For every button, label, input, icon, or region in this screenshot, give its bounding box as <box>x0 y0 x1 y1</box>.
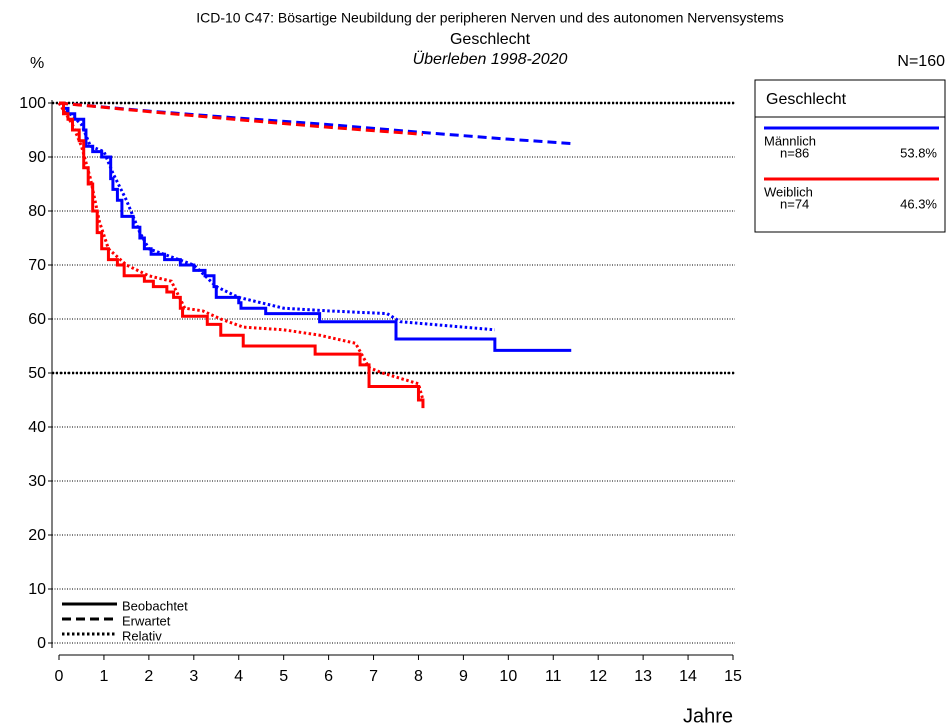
y-tick-label: 20 <box>28 527 46 544</box>
chart-subtitle: Überleben 1998-2020 <box>413 50 568 68</box>
x-tick-label: 12 <box>589 668 607 685</box>
y-tick-label: 70 <box>28 257 46 274</box>
x-axis-label: Jahre <box>683 705 733 727</box>
y-tick-label: 90 <box>28 149 46 166</box>
legend-share: 53.8% <box>900 145 937 160</box>
survival-line <box>58 101 424 136</box>
y-tick-label: 0 <box>37 635 46 652</box>
y-tick-label: 50 <box>28 365 46 382</box>
legend-label: Weiblich <box>764 184 813 199</box>
x-tick-label: 11 <box>545 668 562 685</box>
x-tick-label: 14 <box>679 668 697 685</box>
x-tick-label: 2 <box>144 668 153 685</box>
x-tick-label: 6 <box>324 668 333 685</box>
y-tick-label: 80 <box>28 203 46 220</box>
chart-title: ICD-10 C47: Bösartige Neubildung der per… <box>196 10 784 26</box>
y-tick-label: 40 <box>28 419 46 436</box>
y-tick-label: 60 <box>28 311 46 328</box>
survival-line <box>57 102 425 401</box>
x-tick-label: 10 <box>499 668 517 685</box>
legend-box <box>754 79 946 233</box>
y-tick-label: 100 <box>19 95 46 112</box>
chart-subtitle: Geschlecht <box>450 31 531 48</box>
survival-line <box>59 101 425 409</box>
x-tick-label: 3 <box>189 668 198 685</box>
style-label: Relativ <box>122 628 162 643</box>
x-tick-label: 13 <box>634 668 652 685</box>
legend-label: Männlich <box>764 133 816 148</box>
x-tick-label: 0 <box>55 668 64 685</box>
legend-title: Geschlecht <box>766 91 847 108</box>
legend-share: 46.3% <box>900 196 937 211</box>
x-tick-label: 5 <box>279 668 288 685</box>
y-tick-label: 10 <box>28 581 46 598</box>
legend-count: n=74 <box>780 196 809 211</box>
x-tick-label: 8 <box>414 668 423 685</box>
x-tick-label: 15 <box>724 668 742 685</box>
y-axis-label: % <box>30 55 44 72</box>
x-tick-label: 7 <box>369 668 378 685</box>
style-label: Beobachtet <box>122 598 188 613</box>
legend-count: n=86 <box>780 145 809 160</box>
total-count: N=160 <box>897 53 945 70</box>
style-label: Erwartet <box>122 613 171 628</box>
x-tick-label: 9 <box>459 668 468 685</box>
y-tick-label: 30 <box>28 473 46 490</box>
x-tick-label: 1 <box>99 668 108 685</box>
x-tick-label: 4 <box>234 668 243 685</box>
survival-line <box>59 101 572 352</box>
